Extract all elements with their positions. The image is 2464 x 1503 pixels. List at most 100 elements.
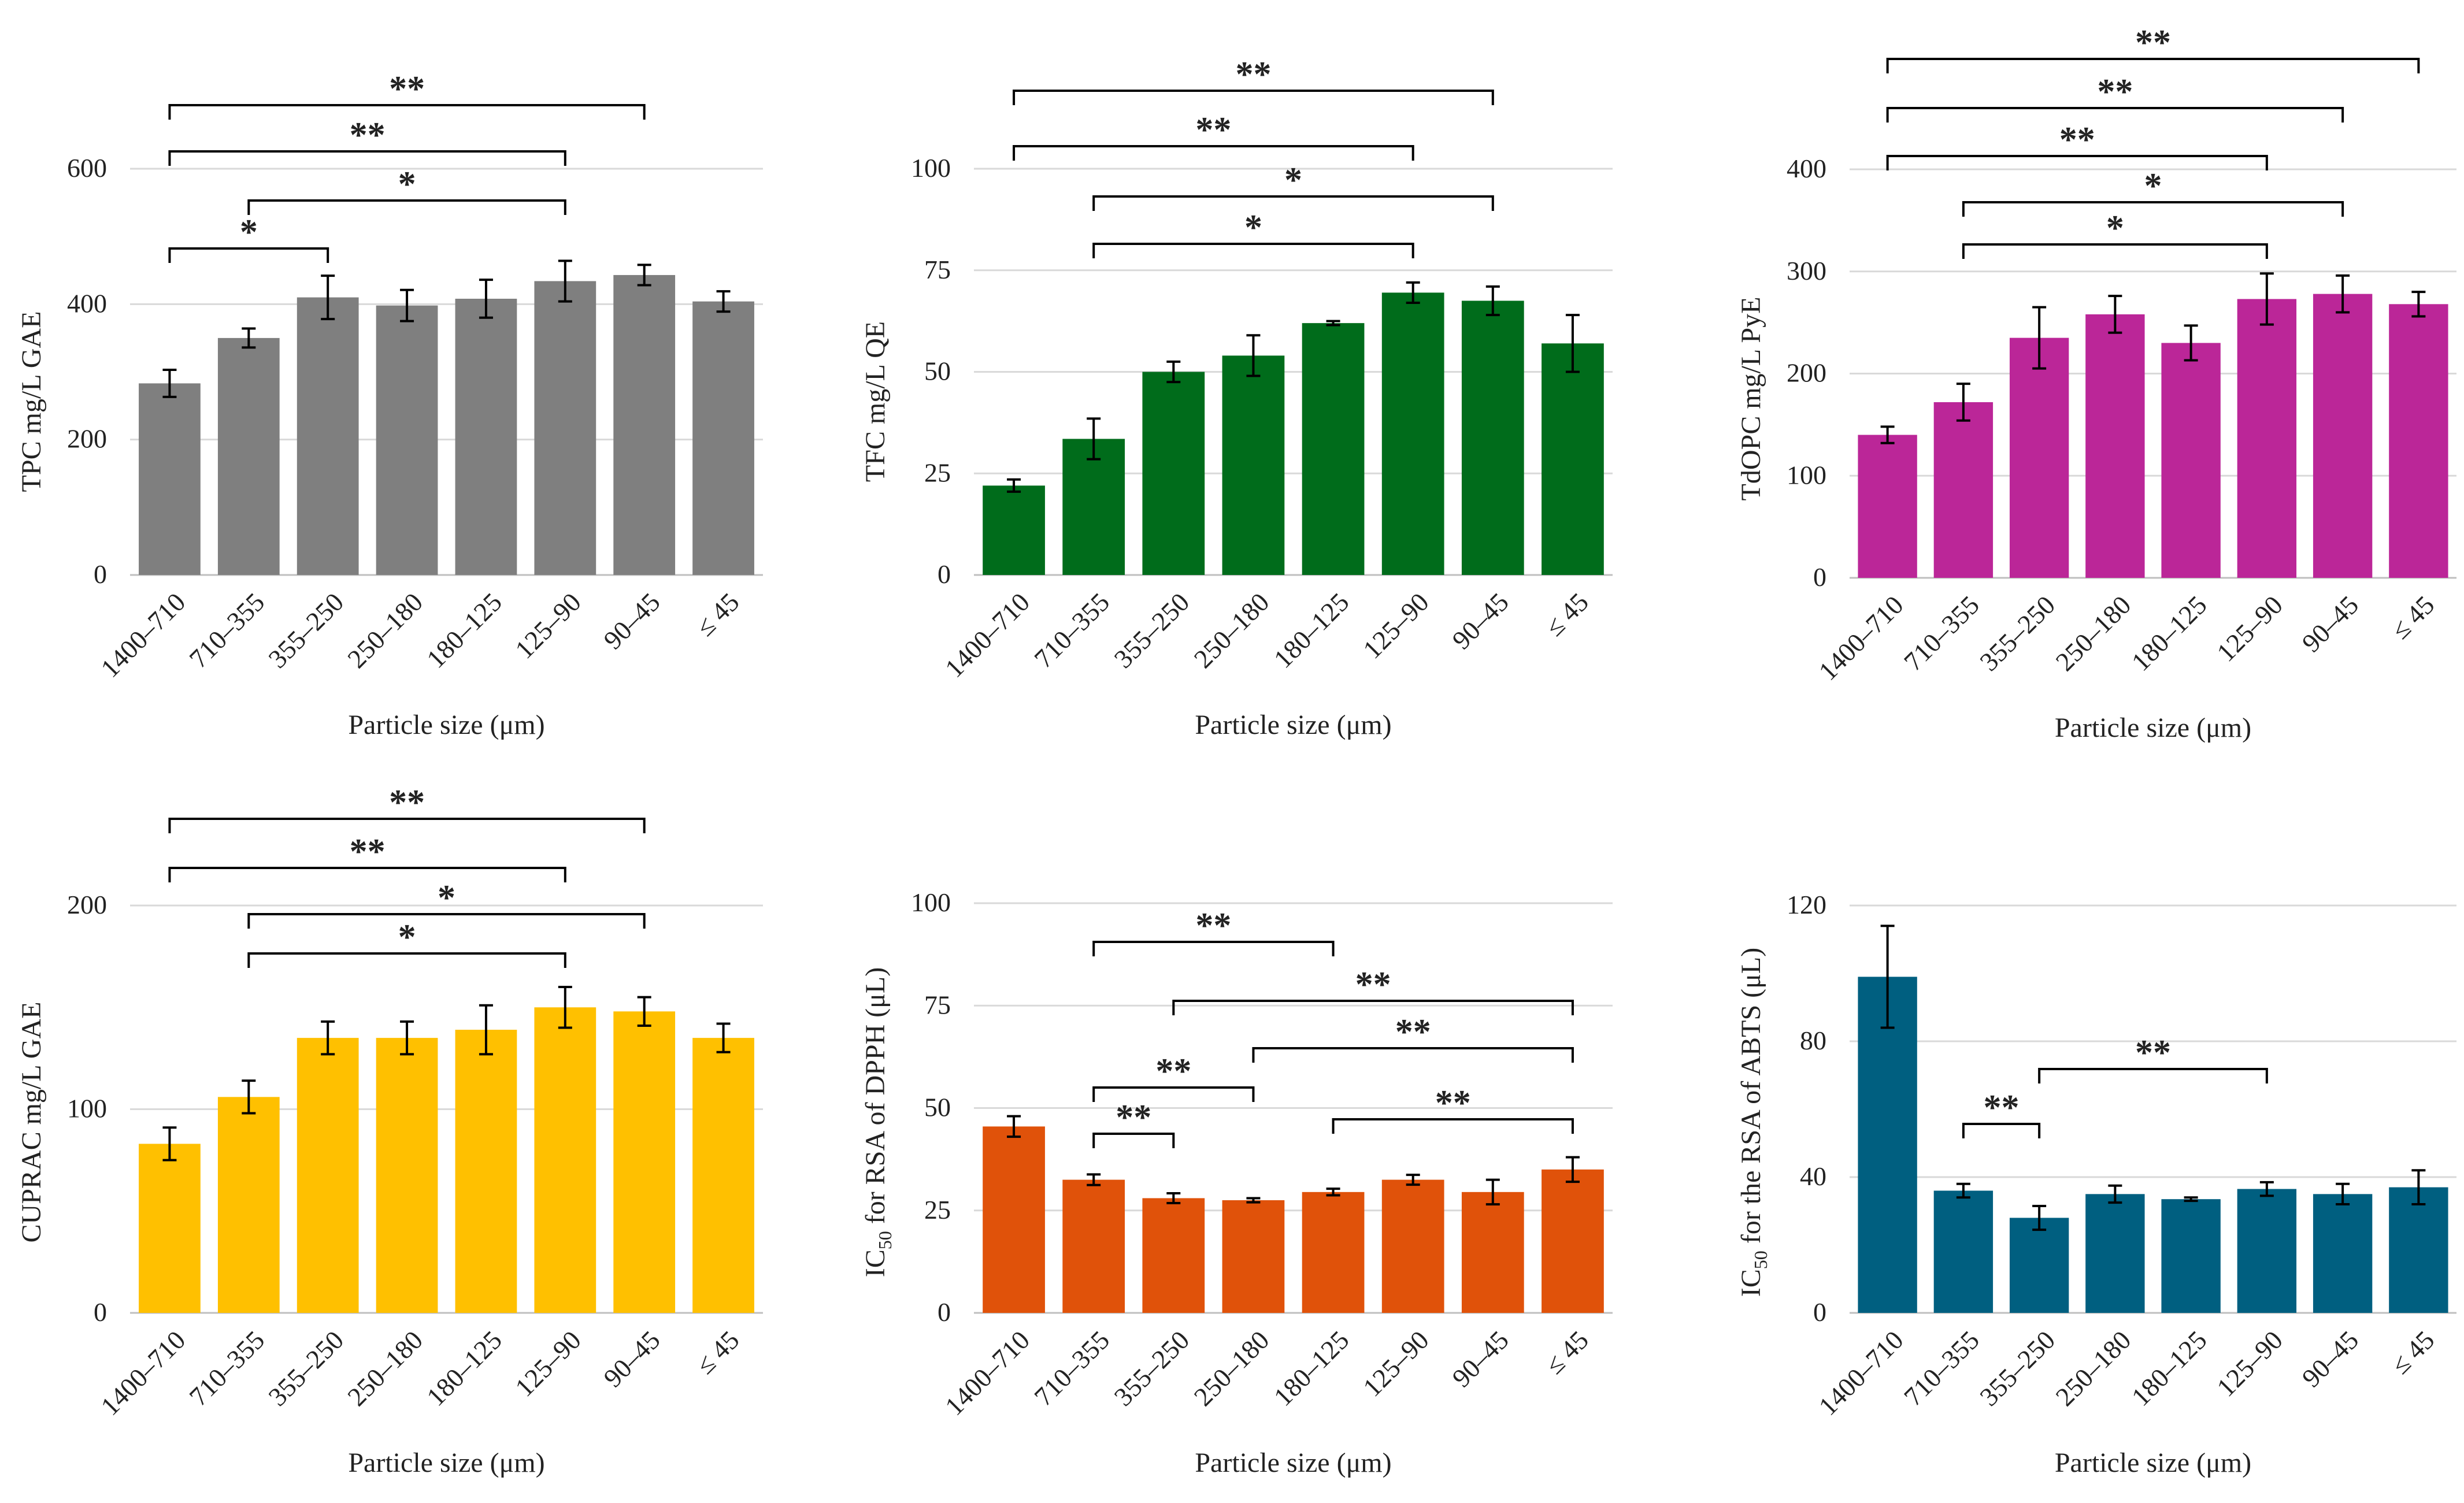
x-axis-label: Particle size (μm) [1195, 710, 1391, 740]
bar [613, 1011, 676, 1313]
significance-bracket [1172, 1000, 1574, 1015]
x-tick-label: ≤ 45 [2385, 590, 2440, 645]
bar [2009, 337, 2069, 578]
y-axis-label: IC50 for RSA of DPPH (μL) [860, 967, 895, 1277]
x-tick-label: ≤ 45 [690, 587, 745, 642]
significance-bracket [168, 247, 329, 263]
x-tick-label: 355–250 [1974, 590, 2061, 677]
significance-label: * [2144, 166, 2162, 206]
bar [2009, 1218, 2069, 1313]
significance-bracket [247, 199, 566, 215]
x-tick-label: 1400–710 [939, 1325, 1035, 1421]
x-tick-label: 1400–710 [1813, 590, 1909, 686]
bar [1858, 435, 1917, 578]
significance-label: ** [1195, 110, 1231, 150]
significance-bracket [168, 867, 566, 882]
y-tick-label: 300 [1787, 256, 1826, 285]
bar [2161, 1199, 2221, 1313]
x-tick-label: 125–90 [509, 587, 587, 665]
x-tick-label: 355–250 [1108, 587, 1195, 674]
x-tick-label: 90–45 [2296, 590, 2364, 658]
y-tick-label: 40 [1800, 1161, 1826, 1191]
bar [2389, 304, 2448, 578]
x-tick-label: 90–45 [598, 1325, 665, 1393]
significance-label: ** [2097, 72, 2133, 112]
significance-label: ** [1116, 1098, 1151, 1137]
y-tick-label: 50 [924, 357, 951, 386]
significance-bracket [168, 104, 646, 120]
significance-label: * [240, 213, 258, 252]
chart-panel-1: 02004006001400–710710–355355–250250–1801… [16, 69, 763, 740]
significance-label: ** [350, 116, 386, 155]
x-tick-label: 125–90 [509, 1325, 587, 1402]
x-tick-label: 250–180 [342, 1325, 428, 1412]
y-axis-label: TFC mg/L QE [860, 321, 891, 482]
x-tick-label: 90–45 [1447, 587, 1514, 655]
x-tick-label: 180–125 [2126, 590, 2213, 677]
y-axis-label: CUPRAC mg/L GAE [16, 1002, 47, 1243]
bar [2313, 1194, 2373, 1313]
significance-label: ** [1984, 1088, 2020, 1127]
bar [1858, 977, 1917, 1313]
y-tick-label: 200 [67, 424, 107, 454]
bar [2237, 1189, 2297, 1313]
significance-bracket [1962, 1123, 2041, 1138]
significance-label: ** [389, 783, 425, 822]
y-axis-label: TdOPC mg/L PyE [1736, 297, 1766, 501]
x-tick-label: 710–355 [183, 587, 270, 674]
significance-label: ** [1195, 906, 1231, 945]
y-tick-label: 120 [1787, 890, 1826, 919]
bar [376, 1038, 438, 1313]
x-tick-label: 710–355 [1028, 1325, 1115, 1412]
bar [1222, 1200, 1285, 1313]
x-tick-label: 710–355 [1028, 587, 1115, 674]
bar [217, 337, 280, 575]
y-tick-label: 200 [67, 890, 107, 919]
bar [1542, 343, 1604, 575]
x-tick-label: 90–45 [2296, 1325, 2364, 1393]
chart-panel-5: 02550751001400–710710–355355–250250–1801… [860, 888, 1613, 1478]
y-tick-label: 100 [911, 153, 951, 183]
bar [455, 1030, 517, 1313]
x-axis-label: Particle size (μm) [1195, 1448, 1391, 1478]
x-tick-label: ≤ 45 [1539, 587, 1594, 642]
x-tick-label: 355–250 [1974, 1325, 2061, 1412]
significance-bracket [1013, 90, 1494, 105]
chart-panel-2: 02550751001400–710710–355355–250250–1801… [860, 55, 1613, 740]
significance-label: ** [1155, 1052, 1191, 1091]
x-tick-label: ≤ 45 [2385, 1325, 2440, 1380]
y-tick-label: 0 [1813, 562, 1826, 592]
x-tick-label: 1400–710 [95, 1325, 191, 1421]
bar [1302, 1192, 1365, 1313]
bar [1142, 372, 1205, 575]
significance-bracket [1092, 1086, 1255, 1102]
significance-bracket [1092, 941, 1335, 956]
bar [692, 301, 754, 575]
significance-bracket [1886, 58, 2420, 73]
x-tick-label: 90–45 [598, 587, 665, 655]
x-tick-label: 125–90 [2211, 590, 2288, 667]
significance-label: ** [1235, 55, 1271, 94]
y-tick-label: 75 [924, 255, 951, 284]
x-tick-label: 250–180 [1188, 1325, 1275, 1412]
x-tick-label: 125–90 [2211, 1325, 2288, 1402]
x-axis-label: Particle size (μm) [348, 1448, 544, 1478]
x-tick-label: 180–125 [421, 587, 507, 674]
bar [1933, 1190, 1994, 1313]
x-tick-label: 710–355 [1898, 1325, 1985, 1412]
significance-bracket [1092, 243, 1414, 258]
significance-label: ** [2135, 1033, 2171, 1072]
y-tick-label: 0 [938, 559, 951, 589]
bar [1222, 355, 1285, 575]
significance-bracket [1092, 1133, 1175, 1148]
x-tick-label: 180–125 [421, 1325, 507, 1412]
bar [1062, 1179, 1125, 1313]
significance-bracket [247, 952, 566, 968]
bar [692, 1038, 754, 1313]
bar [534, 1007, 596, 1313]
x-tick-label: 355–250 [262, 1325, 349, 1412]
chart-panel-4: 0 100 200 1400–710710–355355–250250–180180–… [16, 783, 763, 1478]
bar [1142, 1198, 1205, 1313]
x-tick-label: 125–90 [1357, 1325, 1435, 1402]
significance-bracket [1886, 107, 2344, 123]
